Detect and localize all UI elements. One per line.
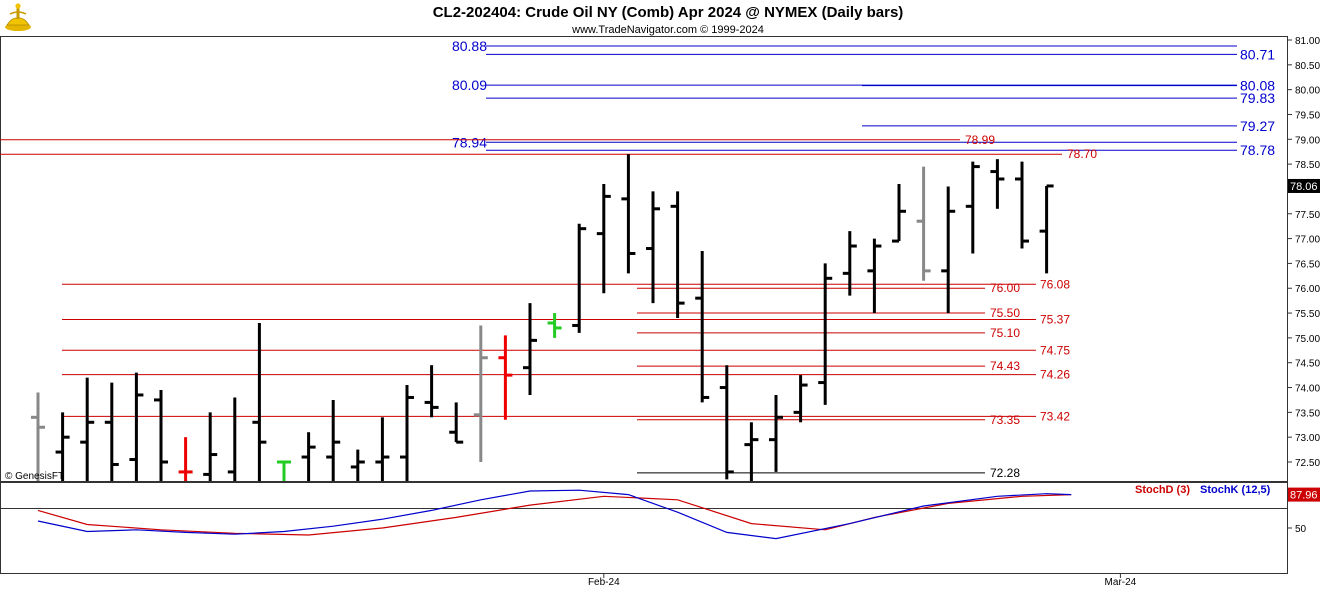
chart-subtitle: www.TradeNavigator.com © 1999-2024 bbox=[571, 24, 764, 36]
level-label-blue: 78.94 bbox=[452, 134, 487, 150]
price-tick-label: 74.00 bbox=[1295, 384, 1320, 395]
level-label-red: 78.99 bbox=[965, 133, 995, 147]
level-label-red: 73.42 bbox=[1040, 409, 1070, 423]
level-label-red: 74.43 bbox=[990, 359, 1020, 373]
level-label-red: 76.00 bbox=[990, 281, 1020, 295]
legend-stochk: StochK (12,5) bbox=[1200, 484, 1271, 496]
level-label-blue: 79.27 bbox=[1240, 118, 1275, 134]
level-label-blue: 79.83 bbox=[1240, 90, 1275, 106]
level-label-blue: 80.88 bbox=[452, 38, 487, 54]
level-label-blue: 80.71 bbox=[1240, 46, 1275, 62]
date-tick-label: Feb-24 bbox=[588, 577, 620, 588]
price-tick-label: 76.00 bbox=[1295, 284, 1320, 295]
level-label-red: 76.08 bbox=[1040, 277, 1070, 291]
stochastic-lines bbox=[37, 489, 1072, 540]
level-label-red: 74.75 bbox=[1040, 343, 1070, 357]
level-label-blue: 80.08 bbox=[1240, 78, 1275, 94]
price-tick-label: 75.50 bbox=[1295, 309, 1320, 320]
price-tick-label: 76.50 bbox=[1295, 259, 1320, 270]
price-tick-label: 79.50 bbox=[1295, 110, 1320, 121]
level-label-red: 78.70 bbox=[1067, 147, 1097, 161]
level-label-black: 72.28 bbox=[990, 466, 1020, 480]
level-label-red: 75.50 bbox=[990, 306, 1020, 320]
price-tick-label: 77.50 bbox=[1295, 210, 1320, 221]
stoch-tick-label: 50 bbox=[1295, 524, 1307, 535]
price-tick-label: 78.50 bbox=[1295, 160, 1320, 171]
price-tick-label: 72.50 bbox=[1295, 458, 1320, 469]
level-label-red: 75.37 bbox=[1040, 313, 1070, 327]
price-tick-label: 77.00 bbox=[1295, 235, 1320, 246]
stochastic-axis: 50 87.96 bbox=[1287, 487, 1320, 535]
stoch-last-tag bbox=[1288, 487, 1320, 502]
stochastic-line-k bbox=[37, 489, 1072, 540]
price-bars bbox=[31, 154, 1054, 481]
level-label-blue: 80.09 bbox=[452, 77, 487, 93]
stochastic-line-d bbox=[37, 494, 1072, 536]
genesis-lamp-icon bbox=[5, 3, 31, 31]
price-tick-label: 75.00 bbox=[1295, 334, 1320, 345]
watermark: © GenesisFT bbox=[5, 471, 64, 482]
price-tick-label: 73.00 bbox=[1295, 433, 1320, 444]
legend-stochd: StochD (3) bbox=[1135, 484, 1190, 496]
price-tick-label: 74.50 bbox=[1295, 359, 1320, 370]
date-axis: Feb-24 Mar-24 bbox=[588, 574, 1137, 588]
chart-title: CL2-202404: Crude Oil NY (Comb) Apr 2024… bbox=[433, 4, 904, 21]
price-tick-label: 80.00 bbox=[1295, 86, 1320, 97]
price-axis: 72.50 73.00 73.50 74.00 74.50 75.00 75.50 76.00… bbox=[1287, 36, 1320, 469]
level-label-red: 74.26 bbox=[1040, 368, 1070, 382]
price-tick-label: 80.50 bbox=[1295, 61, 1320, 72]
price-tick-label: 81.00 bbox=[1295, 36, 1320, 47]
last-price-label: 78.06 bbox=[1290, 181, 1318, 193]
price-tick-label: 79.00 bbox=[1295, 135, 1320, 146]
last-price-tag bbox=[1288, 178, 1320, 193]
stoch-last-label: 87.96 bbox=[1290, 490, 1318, 502]
price-tick-label: 73.50 bbox=[1295, 408, 1320, 419]
level-label-red: 75.10 bbox=[990, 326, 1020, 340]
date-tick-label: Mar-24 bbox=[1105, 577, 1137, 588]
level-label-blue: 78.78 bbox=[1240, 142, 1275, 158]
level-label-red: 73.35 bbox=[990, 413, 1020, 427]
